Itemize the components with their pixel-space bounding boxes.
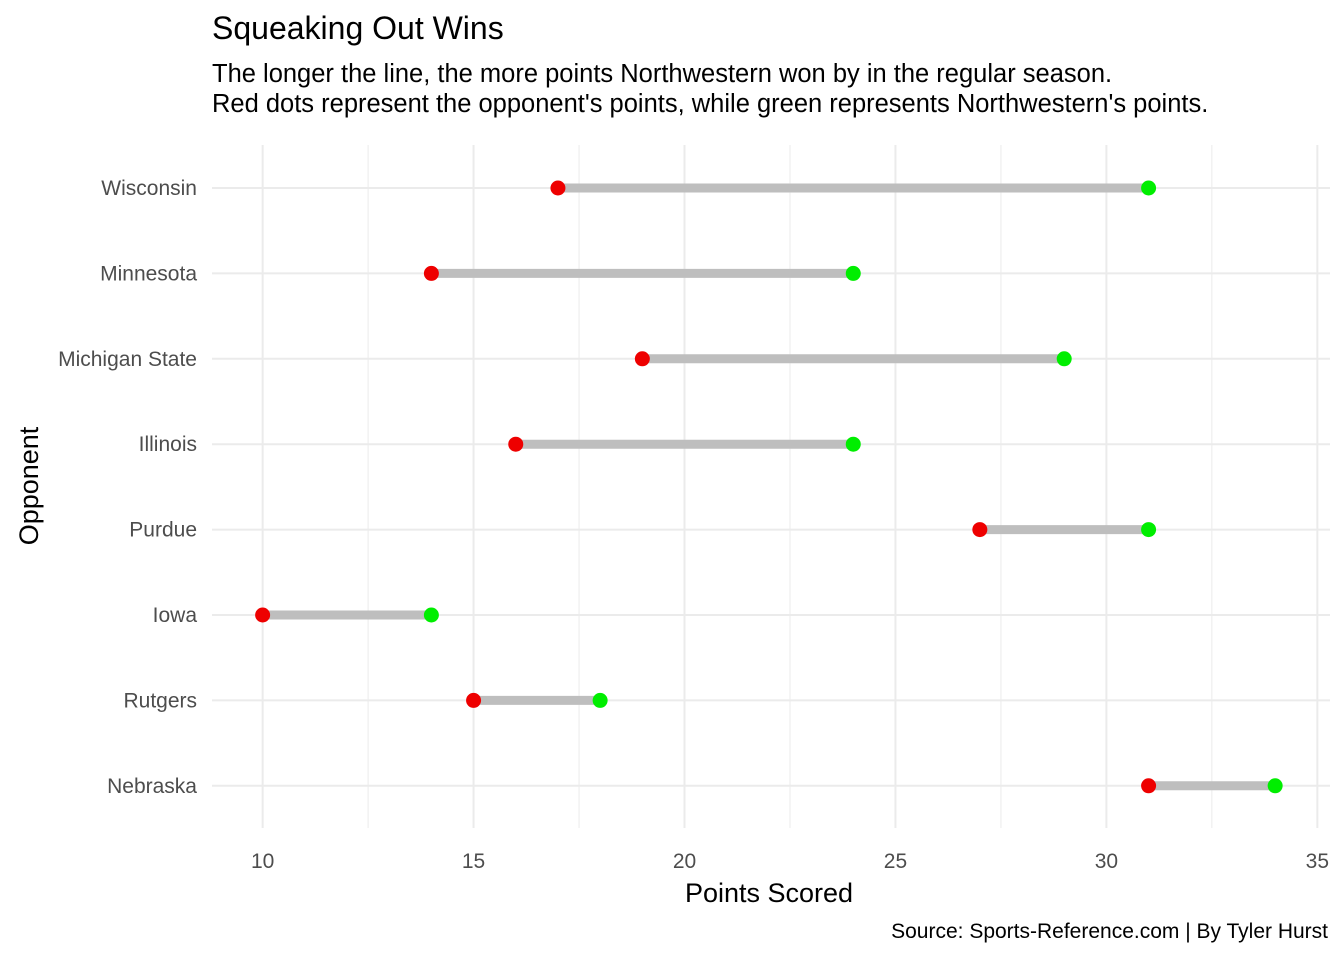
y-tick-label: Wisconsin [101,177,197,200]
opponent-point [466,692,482,708]
y-tick-label: Nebraska [107,775,197,798]
opponent-point [255,607,271,623]
y-tick-label: Iowa [153,604,198,627]
dumbbell-segments [262,183,1276,791]
opponent-point [550,180,566,196]
northwestern-point [423,607,439,623]
x-tick-label: 30 [1095,850,1118,873]
northwestern-point [845,436,861,452]
chart-caption: Source: Sports-Reference.com | By Tyler … [891,920,1328,943]
y-tick-label: Minnesota [100,262,197,285]
y-tick-label: Michigan State [58,348,197,371]
opponent-point [508,436,524,452]
y-tick-label: Illinois [139,433,197,456]
x-tick-label: 10 [251,850,274,873]
x-axis-title: Points Scored [685,878,853,908]
major-gridlines [212,145,1330,828]
opponent-point [423,265,439,281]
northwestern-point [845,265,861,281]
chart-title: Squeaking Out Wins [212,10,504,46]
chart-subtitle-line-1: The longer the line, the more points Nor… [212,60,1113,88]
x-tick-label: 25 [884,850,907,873]
northwestern-point [1267,778,1283,794]
opponent-point [1141,778,1157,794]
y-axis-tick-labels: Wisconsin Minnesota Michigan State Illinois… [58,177,197,798]
northwestern-point [1141,180,1157,196]
y-axis-title: Opponent [14,426,44,545]
opponent-point [634,351,650,367]
northwestern-point [1141,522,1157,538]
y-tick-label: Purdue [129,519,197,542]
x-tick-label: 35 [1306,850,1329,873]
opponent-point [972,522,988,538]
x-tick-label: 20 [673,850,696,873]
northwestern-point [592,692,608,708]
chart-subtitle-line-2: Red dots represent the opponent's points… [212,90,1209,118]
x-tick-label: 15 [462,850,485,873]
y-tick-label: Rutgers [123,689,197,712]
northwestern-point [1056,351,1072,367]
x-axis-tick-labels: 10 15 20 25 30 35 [251,850,1329,873]
minor-gridlines [367,145,1213,828]
data-points [255,180,1283,794]
